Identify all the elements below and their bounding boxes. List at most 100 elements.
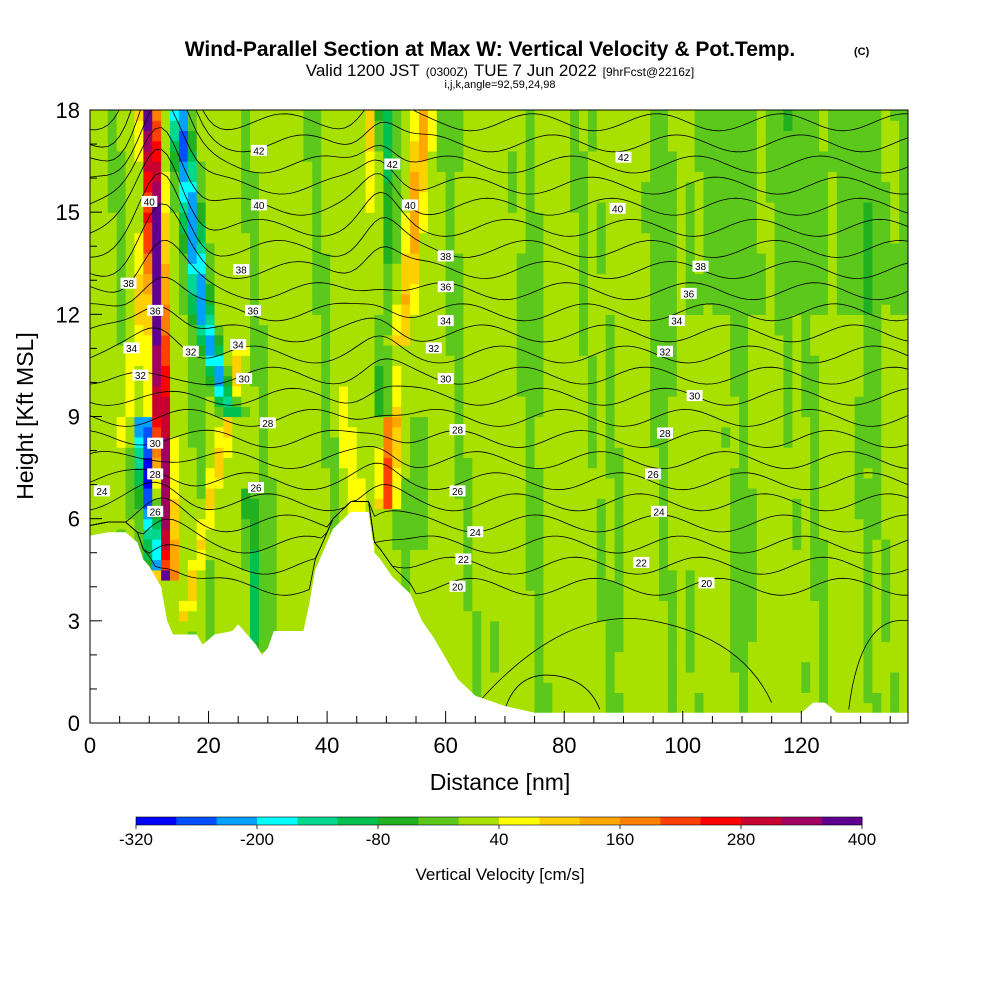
velocity-cell [410, 426, 420, 438]
velocity-cell [730, 569, 740, 581]
velocity-cell [783, 590, 794, 601]
velocity-cell [152, 314, 162, 326]
velocity-cell [250, 110, 260, 121]
velocity-cell [712, 222, 722, 234]
velocity-cell [490, 641, 500, 653]
velocity-cell [276, 344, 287, 356]
velocity-cell [98, 416, 109, 428]
velocity-cell [516, 130, 527, 142]
velocity-cell [472, 283, 482, 295]
velocity-cell [490, 365, 500, 377]
velocity-cell [641, 222, 651, 234]
velocity-cell [418, 406, 429, 418]
velocity-cell [623, 447, 633, 458]
velocity-cell [347, 161, 358, 172]
velocity-cell [739, 702, 749, 714]
velocity-cell [667, 631, 678, 642]
velocity-cell [178, 365, 189, 377]
velocity-cell [98, 314, 109, 326]
velocity-cell [650, 201, 660, 213]
velocity-cell [605, 355, 616, 367]
velocity-cell [579, 508, 589, 520]
velocity-cell [410, 273, 420, 285]
velocity-cell [561, 263, 571, 275]
velocity-cell [170, 130, 180, 142]
velocity-cell [774, 518, 785, 530]
velocity-cell [739, 171, 749, 183]
velocity-cell [623, 355, 633, 367]
velocity-cell [783, 304, 794, 315]
velocity-cell [703, 549, 713, 561]
velocity-cell [463, 273, 473, 285]
velocity-cell [116, 283, 127, 295]
velocity-cell [534, 273, 545, 285]
velocity-cell [534, 549, 545, 561]
velocity-cell [303, 426, 313, 438]
velocity-cell [543, 518, 553, 530]
velocity-cell [765, 110, 776, 121]
velocity-cell [214, 293, 224, 305]
velocity-cell [703, 600, 713, 612]
velocity-cell [187, 488, 198, 499]
velocity-cell [676, 702, 687, 714]
velocity-cell [739, 334, 749, 346]
velocity-cell [756, 201, 767, 213]
velocity-cell [499, 569, 509, 581]
velocity-cell [587, 222, 598, 234]
velocity-cell [587, 549, 598, 561]
velocity-cell [587, 263, 598, 275]
velocity-cell [205, 426, 216, 438]
velocity-cell [214, 518, 224, 530]
velocity-cell [276, 447, 287, 458]
velocity-cell [436, 242, 447, 254]
velocity-cell [267, 539, 278, 550]
velocity-cell [703, 406, 713, 418]
velocity-cell [410, 569, 420, 581]
velocity-cell [676, 682, 687, 693]
velocity-cell [579, 620, 589, 632]
velocity-cell [747, 671, 758, 683]
velocity-cell [98, 120, 109, 132]
velocity-cell [810, 641, 820, 653]
velocity-cell [374, 488, 385, 499]
velocity-cell [445, 396, 456, 407]
velocity-cell [579, 283, 589, 295]
velocity-cell [694, 682, 705, 693]
velocity-cell [747, 600, 758, 612]
velocity-cell [499, 416, 509, 428]
velocity-cell [765, 314, 776, 326]
velocity-cell [338, 150, 349, 162]
velocity-cell [667, 375, 678, 387]
velocity-cell [676, 579, 687, 591]
velocity-cell [365, 120, 376, 132]
velocity-cell [614, 344, 625, 356]
velocity-cell [587, 355, 598, 367]
velocity-cell [765, 579, 776, 591]
velocity-cell [463, 365, 473, 377]
velocity-cell [232, 253, 242, 264]
velocity-cell [730, 641, 740, 653]
velocity-cell [481, 201, 491, 213]
velocity-cell [285, 620, 296, 632]
velocity-cell [436, 334, 447, 346]
velocity-cell [134, 467, 144, 479]
velocity-cell [454, 334, 465, 346]
velocity-cell [161, 457, 171, 469]
velocity-cell [801, 610, 811, 622]
velocity-cell [579, 559, 589, 571]
velocity-cell [338, 344, 349, 356]
velocity-cell [241, 293, 251, 305]
velocity-cell [481, 549, 491, 561]
velocity-cell [454, 222, 465, 234]
velocity-cell [152, 212, 162, 223]
velocity-cell [267, 590, 278, 601]
velocity-cell [756, 692, 767, 704]
velocity-cell [667, 692, 678, 704]
velocity-cell [534, 120, 545, 132]
velocity-cell [285, 120, 296, 132]
velocity-cell [792, 539, 802, 550]
velocity-cell [783, 518, 794, 530]
velocity-cell [338, 426, 349, 438]
velocity-cell [445, 304, 456, 315]
velocity-cell [267, 447, 278, 458]
